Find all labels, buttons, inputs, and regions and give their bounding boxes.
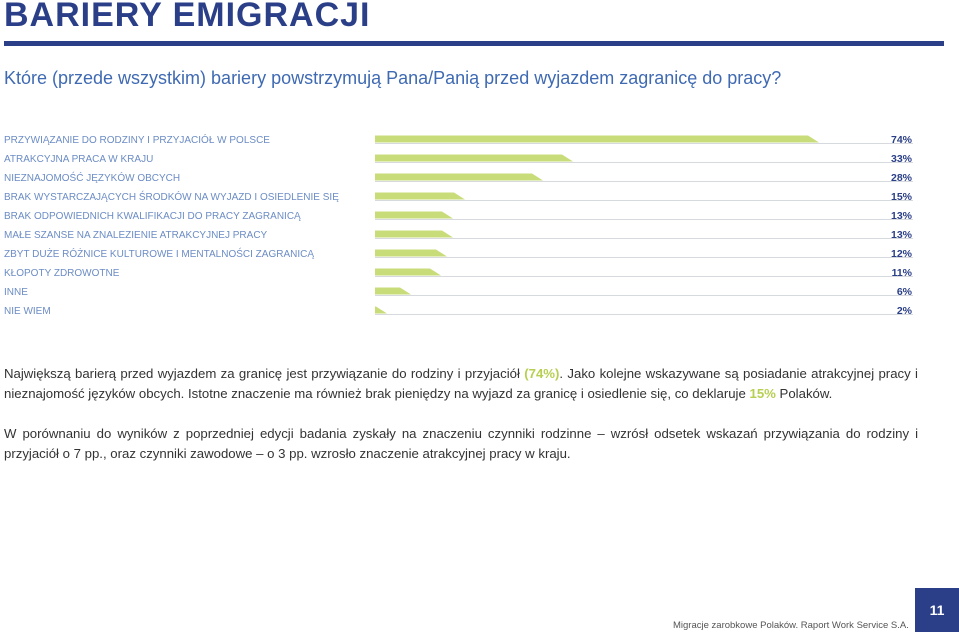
category-label: NIEZNAJOMOŚĆ JĘZYKÓW OBCYCH <box>4 171 180 184</box>
value-label: 28% <box>891 172 913 184</box>
bar <box>375 306 387 314</box>
bar <box>375 173 543 181</box>
summary-text-a: Największą barierą przed wyjazdem za gra… <box>4 366 525 381</box>
category-label: ATRAKCYJNA PRACA W KRAJU <box>4 154 153 165</box>
summary-text-b: . Jako kolejne wskazywane są posiadanie … <box>4 366 918 401</box>
page-title: BARIERY EMIGRACJI <box>4 0 371 34</box>
bar <box>375 268 441 276</box>
bar <box>375 230 453 238</box>
summary-highlight-74: (74%) <box>524 366 560 381</box>
value-label: 6% <box>897 286 913 298</box>
category-label: NIE WIEM <box>4 306 51 317</box>
bar <box>375 287 411 295</box>
survey-question: Które (przede wszystkim) bariery powstrz… <box>4 68 782 88</box>
title-underline <box>4 41 944 46</box>
value-label: 33% <box>891 153 913 165</box>
page-number-badge: 11 <box>915 588 959 632</box>
bar <box>375 135 819 143</box>
bar-chart: PRZYWIĄZANIE DO RODZINY I PRZYJACIÓŁ W P… <box>4 133 913 317</box>
bar <box>375 249 447 257</box>
bar <box>375 211 453 219</box>
value-label: 12% <box>891 248 913 260</box>
value-label: 13% <box>891 210 913 222</box>
category-label: INNE <box>4 287 28 298</box>
bar <box>375 192 465 200</box>
value-label: 13% <box>891 229 913 241</box>
category-label: ZBYT DUŻE RÓŻNICE KULTUROWE I MENTALNOŚC… <box>4 247 314 260</box>
value-label: 2% <box>897 305 913 317</box>
category-label: MAŁE SZANSE NA ZNALEZIENIE ATRAKCYJNEJ P… <box>4 230 268 241</box>
summary-highlight-15: 15% <box>749 386 776 401</box>
value-label: 74% <box>891 134 913 146</box>
value-label: 15% <box>891 191 913 203</box>
category-label: BRAK ODPOWIEDNICH KWALIFIKACJI DO PRACY … <box>4 211 301 222</box>
category-label: BRAK WYSTARCZAJĄCYCH ŚRODKÓW NA WYJAZD I… <box>4 190 339 203</box>
page-number: 11 <box>929 602 945 618</box>
category-label: KŁOPOTY ZDROWOTNE <box>4 268 120 279</box>
footer-source: Migracje zarobkowe Polaków. Raport Work … <box>673 620 909 631</box>
summary-paragraph-2: W porównaniu do wyników z poprzedniej ed… <box>4 426 918 461</box>
summary-paragraph-1: Największą barierą przed wyjazdem za gra… <box>4 364 918 404</box>
bar <box>375 154 573 162</box>
value-label: 11% <box>892 267 913 279</box>
summary-text-c: Polaków. <box>775 386 833 401</box>
category-label: PRZYWIĄZANIE DO RODZINY I PRZYJACIÓŁ W P… <box>4 133 270 146</box>
